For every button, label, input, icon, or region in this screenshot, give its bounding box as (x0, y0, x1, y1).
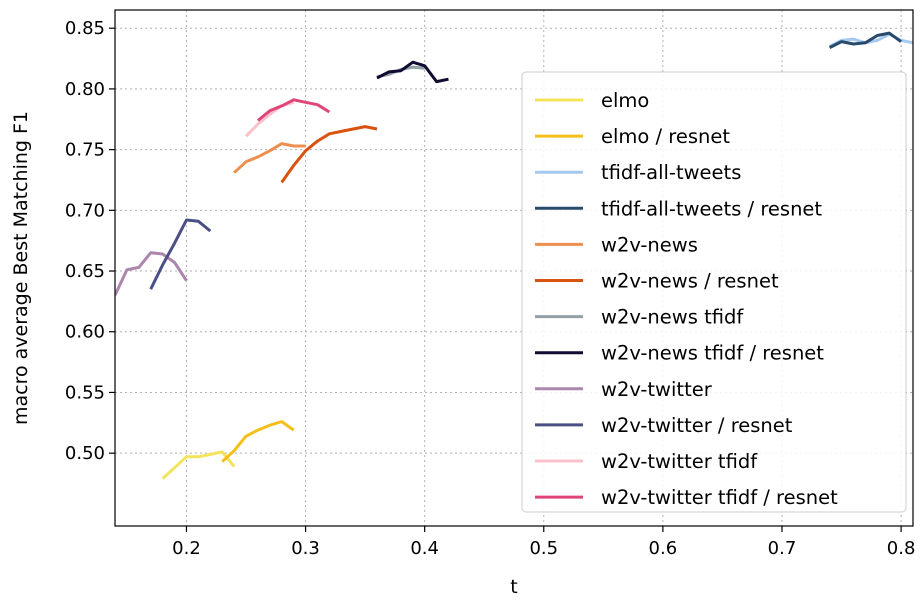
legend-label-2: tfidf-all-tweets (601, 161, 741, 184)
x-tick-label: 0.7 (768, 538, 797, 559)
x-tick-label: 0.5 (529, 538, 558, 559)
x-tick-label: 0.4 (410, 538, 439, 559)
legend-label-11: w2v-twitter tfidf / resnet (601, 486, 838, 509)
y-tick-label: 0.50 (65, 443, 105, 464)
legend-label-3: tfidf-all-tweets / resnet (601, 197, 822, 220)
legend-label-8: w2v-twitter (601, 378, 713, 401)
series-line-9 (149, 218, 212, 290)
series-line-11 (256, 98, 331, 122)
legend-label-4: w2v-news (601, 233, 698, 256)
legend-label-0: elmo (601, 89, 649, 112)
y-axis-label: macro average Best Matching F1 (10, 111, 32, 425)
legend-box (521, 71, 907, 513)
legend-label-10: w2v-twitter tfidf (601, 450, 758, 473)
series-line-0 (161, 450, 236, 480)
y-tick-label: 0.75 (65, 140, 105, 161)
x-axis-label: t (510, 576, 517, 598)
series-line-1 (221, 420, 295, 463)
legend-label-1: elmo / resnet (601, 125, 730, 148)
series-line-7 (376, 60, 449, 84)
series-line-8 (115, 251, 188, 296)
legend-label-5: w2v-news / resnet (601, 270, 779, 293)
legend-label-6: w2v-news tfidf (601, 306, 744, 329)
y-tick-label: 0.70 (65, 200, 105, 221)
y-tick-label: 0.80 (65, 79, 105, 100)
y-tick-label: 0.60 (65, 322, 105, 343)
legend-label-7: w2v-news tfidf / resnet (601, 342, 824, 365)
x-axis: 0.2 0.3 0.4 0.5 0.6 0.7 0.8 (172, 526, 915, 559)
y-tick-label: 0.85 (65, 18, 105, 39)
y-axis: 0.50 0.55 0.60 0.65 0.70 0.75 0.80 0.85 (65, 18, 115, 464)
series-line-3 (828, 31, 902, 49)
x-tick-label: 0.6 (649, 538, 678, 559)
series-line-5 (280, 125, 378, 184)
series-group (115, 31, 913, 480)
x-tick-label: 0.8 (887, 538, 916, 559)
series-line-4 (233, 142, 306, 174)
y-tick-label: 0.55 (65, 382, 105, 403)
legend-label-9: w2v-twitter / resnet (601, 414, 793, 437)
x-tick-label: 0.3 (291, 538, 320, 559)
series-line-10 (244, 100, 295, 138)
y-tick-label: 0.65 (65, 261, 105, 282)
plot-area-frame (114, 9, 914, 527)
x-tick-label: 0.2 (172, 538, 201, 559)
legend: elmo elmo / resnet tfidf-all-tweets tfidf-a… (521, 71, 907, 513)
